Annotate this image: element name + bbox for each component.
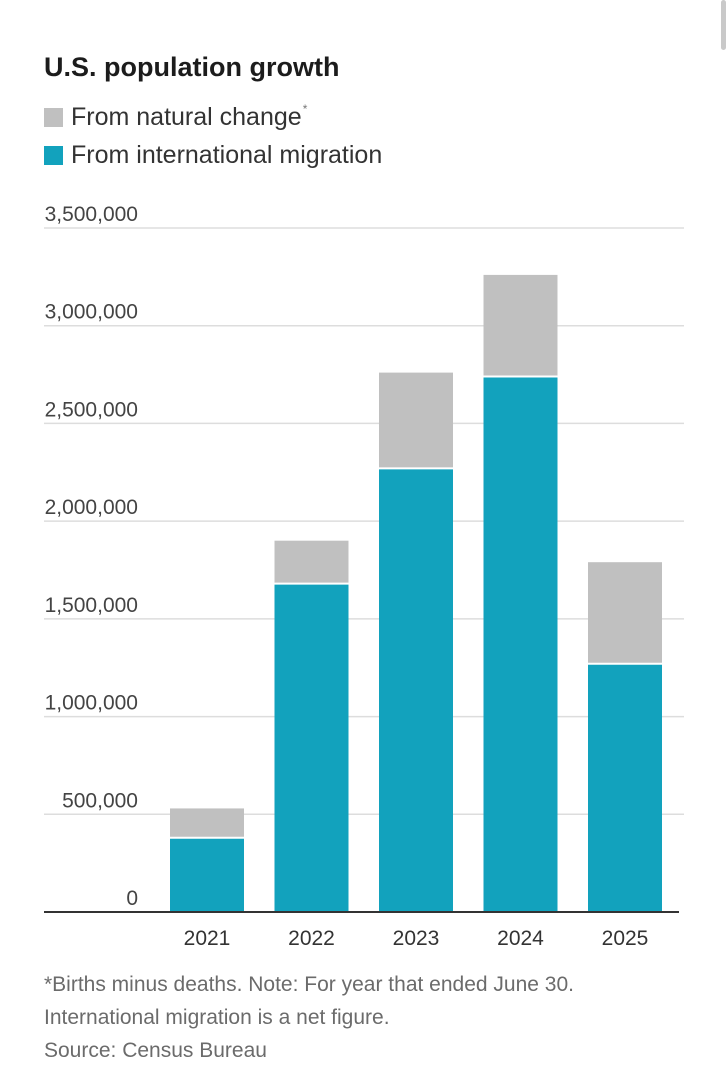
x-tick-label: 2023 xyxy=(393,927,440,950)
legend: From natural change * From international… xyxy=(44,98,382,174)
y-tick-label: 1,500,000 xyxy=(45,594,138,617)
y-tick-label: 0 xyxy=(126,887,138,910)
x-tick-label: 2021 xyxy=(184,927,231,950)
legend-item-natural-change: From natural change * xyxy=(44,98,382,136)
legend-item-international-migration: From international migration xyxy=(44,136,382,174)
legend-swatch-natural-change xyxy=(44,107,63,127)
y-tick-label: 1,000,000 xyxy=(45,692,138,715)
chart-title: U.S. population growth xyxy=(44,52,340,82)
bar-segment-natural-change xyxy=(483,274,558,377)
bar-segment-natural-change xyxy=(274,540,349,584)
y-tick-label: 3,000,000 xyxy=(45,301,138,324)
x-tick-label: 2024 xyxy=(497,927,544,950)
x-tick-label: 2025 xyxy=(602,927,649,950)
footnote-line-1: *Births minus deaths. Note: For year tha… xyxy=(44,973,574,996)
bar-segment-natural-change xyxy=(379,372,453,469)
legend-swatch-international-migration xyxy=(44,145,63,165)
legend-label-natural-change: From natural change xyxy=(71,102,302,131)
bar-chart: 0 500,000 1,000,000 1,500,000 2,000,000 2,500… xyxy=(44,203,684,950)
bar-segment-natural-change xyxy=(588,562,662,664)
y-tick-label: 3,500,000 xyxy=(45,203,138,226)
y-tick-label: 2,500,000 xyxy=(45,398,138,421)
scrollbar[interactable] xyxy=(721,0,726,50)
x-tick-label: 2022 xyxy=(288,927,335,950)
bar-segment-migration xyxy=(379,468,453,912)
y-tick-label: 500,000 xyxy=(62,789,138,812)
bar-segment-migration xyxy=(483,376,558,912)
legend-label-international-migration: From international migration xyxy=(71,140,383,169)
footnote-line-2: International migration is a net figure. xyxy=(44,1006,390,1029)
bar-segment-natural-change xyxy=(170,808,244,838)
bar-segment-migration xyxy=(170,837,244,912)
bar-segment-migration xyxy=(274,583,349,912)
bar-segment-migration xyxy=(588,663,662,912)
y-tick-label: 2,000,000 xyxy=(45,496,138,519)
source-line: Source: Census Bureau xyxy=(44,1039,267,1062)
legend-footnote-marker: * xyxy=(302,102,308,116)
footer: *Births minus deaths. Note: For year tha… xyxy=(44,968,574,1067)
